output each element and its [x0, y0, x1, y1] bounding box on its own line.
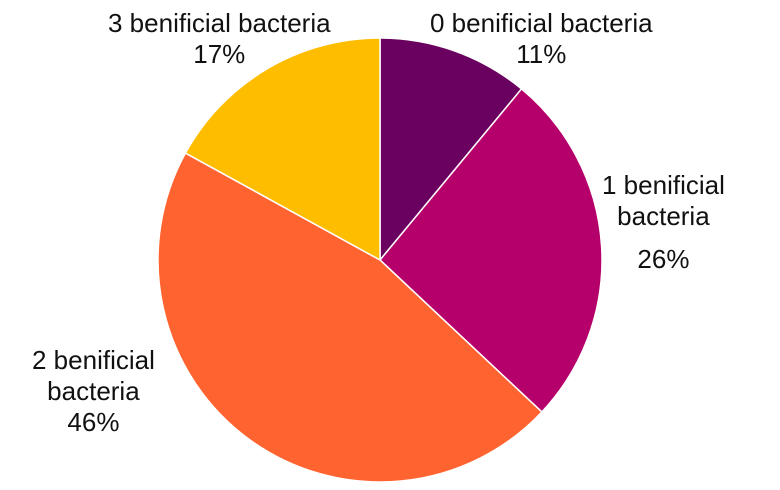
slice-label-0-percent: 11%	[516, 39, 567, 70]
pie-slice-1	[378, 87, 603, 414]
pie-slice-3	[184, 37, 381, 262]
pie-slice-0	[379, 37, 523, 263]
slice-label-0-name: 0 benificial bacteria	[430, 8, 653, 38]
slice-label-0-bacteria: 0 benificial bacteria 11%	[430, 8, 653, 70]
slice-label-1-name-line2: bacteria	[617, 201, 710, 232]
slice-label-3-bacteria: 3 benificial bacteria 17%	[108, 8, 331, 70]
slice-label-2-name-line2: bacteria	[47, 376, 140, 407]
slice-label-1-name-line1: 1 benificial	[602, 170, 725, 200]
slice-label-2-bacteria: 2 benificial bacteria 46%	[32, 345, 155, 439]
pie-slices	[157, 37, 603, 483]
slice-label-2-name-line1: 2 benificial	[32, 345, 155, 375]
slice-label-3-percent: 17%	[193, 39, 246, 70]
slice-label-2-percent: 46%	[67, 407, 120, 438]
pie-slice-2	[157, 152, 543, 483]
slice-label-1-percent: 26%	[637, 244, 690, 275]
slice-label-1-bacteria: 1 benificial bacteria 26%	[602, 170, 725, 276]
slice-label-3-name: 3 benificial bacteria	[108, 8, 331, 38]
